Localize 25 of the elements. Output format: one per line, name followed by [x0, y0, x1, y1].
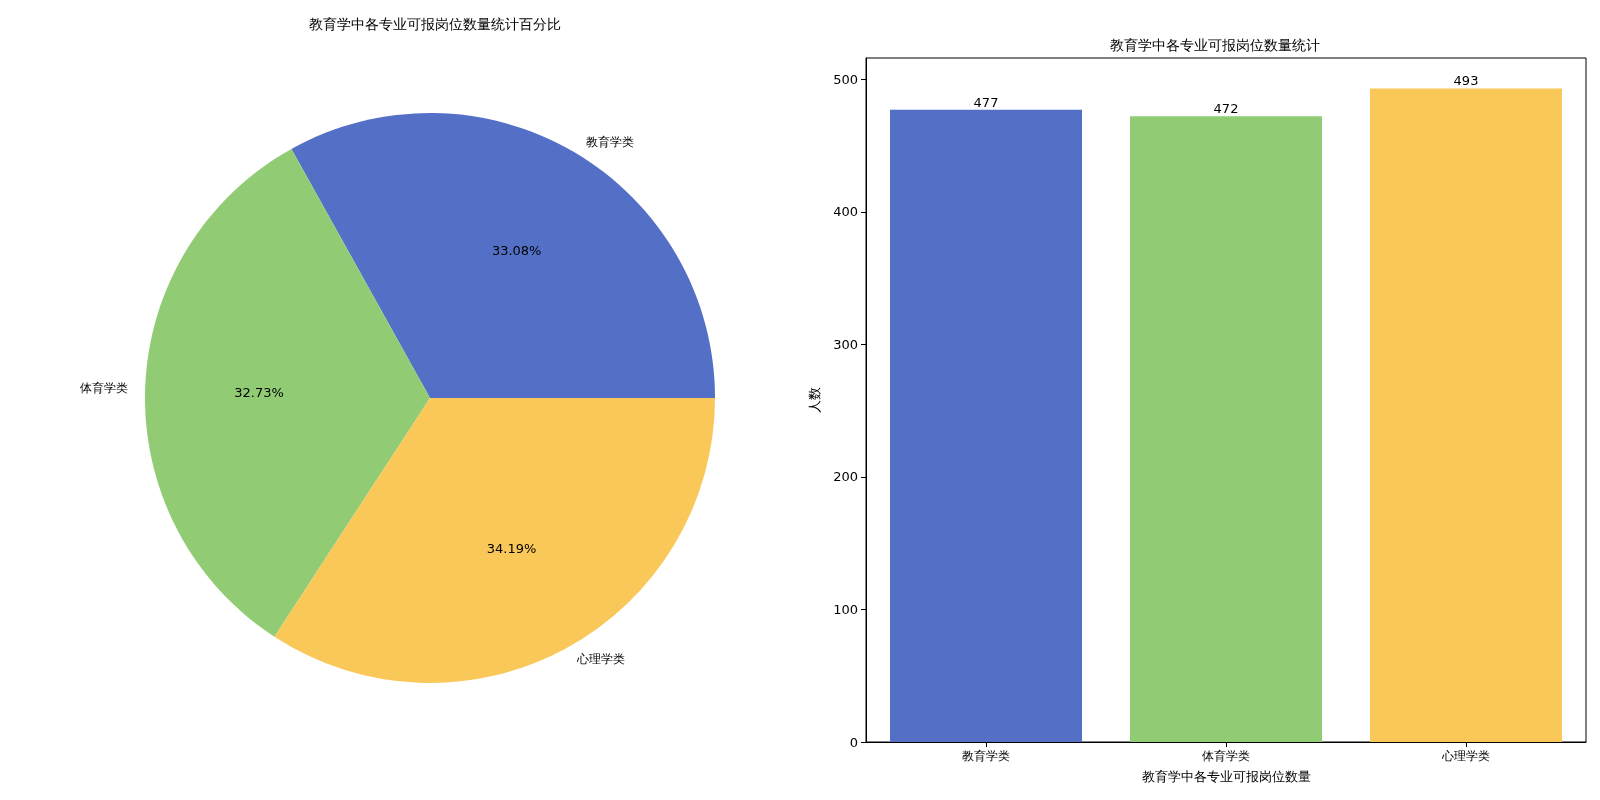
slice-label: 心理学类 [575, 652, 625, 667]
y-tick-label: 500 [833, 71, 858, 87]
bar [890, 109, 1082, 742]
data-label: 493 [1453, 73, 1479, 89]
y-tick-label: 300 [833, 336, 858, 352]
x-axis-title: 教育学中各专业可报岗位数量 [1141, 769, 1311, 784]
y-tick-label: 100 [833, 601, 858, 617]
y-axis-title: 人数 [807, 387, 822, 413]
slice-label: 体育学类 [80, 380, 129, 395]
x-tick-label: 体育学类 [1202, 749, 1250, 763]
y-tick-label: 200 [833, 469, 858, 485]
data-label: 33.08% [491, 243, 542, 259]
bar [1130, 116, 1322, 742]
chart-title: 教育学中各专业可报岗位数量统计百分比 [309, 16, 561, 32]
x-tick-label: 教育学类 [962, 749, 1010, 763]
data-label: 477 [973, 94, 999, 110]
chart-title: 教育学中各专业可报岗位数量统计 [1110, 37, 1320, 53]
slice-label: 教育学类 [585, 134, 634, 149]
x-tick-label: 心理学类 [1441, 749, 1490, 763]
data-label: 32.73% [234, 384, 284, 400]
y-tick-label: 0 [849, 734, 858, 750]
data-label: 34.19% [486, 540, 537, 556]
bar [1370, 88, 1562, 742]
data-label: 472 [1213, 101, 1239, 117]
y-tick-label: 400 [833, 204, 858, 220]
